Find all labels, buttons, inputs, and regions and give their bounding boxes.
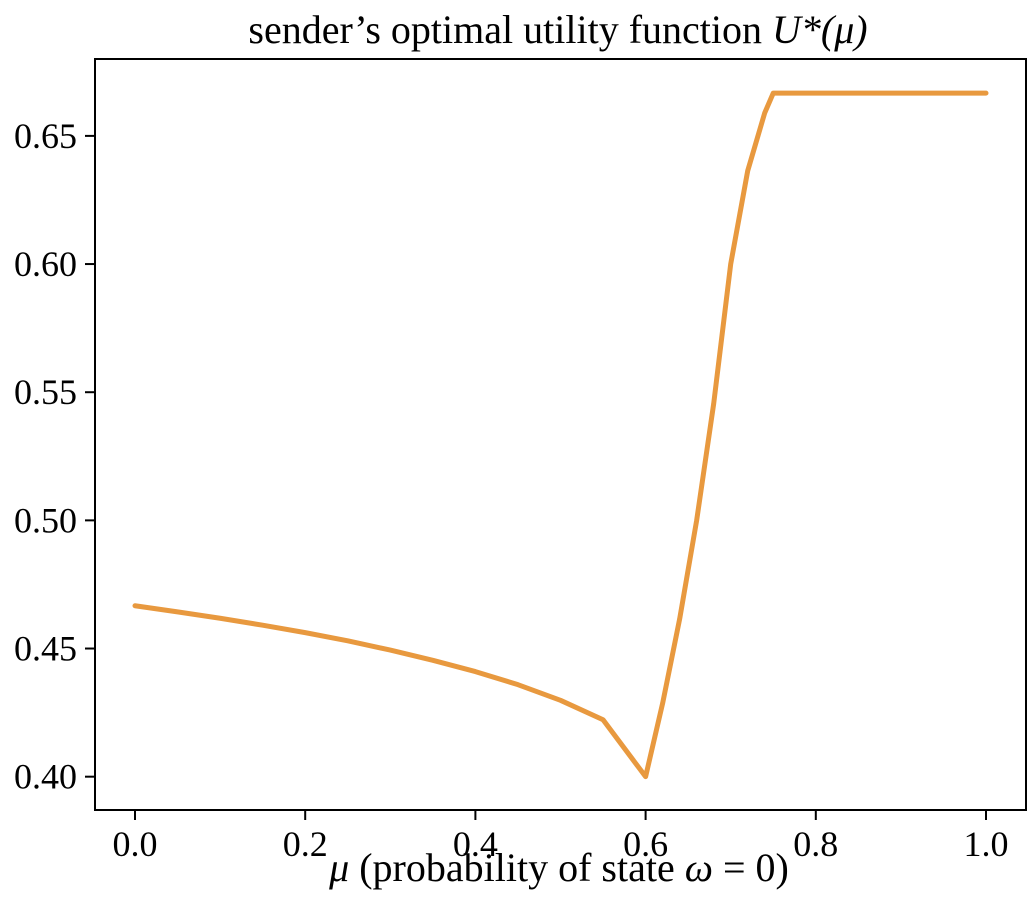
- y-tick-label: 0.50: [14, 500, 77, 540]
- series-layer: [132, 90, 989, 780]
- y-tick-label: 0.60: [14, 244, 77, 284]
- x-axis-label: μ (probability of state ω = 0): [328, 845, 789, 890]
- x-axis: 0.0 0.2 0.4 0.6 0.8 1.0: [112, 810, 1009, 864]
- y-tick-label: 0.65: [14, 116, 77, 156]
- chart-title: sender’s optimal utility function U*(μ): [248, 7, 867, 52]
- x-tick-label: 0.4: [453, 824, 498, 864]
- y-tick-label: 0.40: [14, 757, 77, 797]
- series-line: [132, 90, 989, 780]
- x-tick-label: 0.0: [112, 824, 157, 864]
- y-tick-label: 0.45: [14, 629, 77, 669]
- y-axis: 0.40 0.45 0.50 0.55 0.60 0.65: [14, 116, 95, 797]
- x-tick-label: 0.6: [623, 824, 668, 864]
- x-tick-label: 0.8: [793, 824, 838, 864]
- x-tick-label: 1.0: [964, 824, 1009, 864]
- plot-frame: [94, 58, 1027, 811]
- x-tick-label: 0.2: [283, 824, 328, 864]
- y-tick-label: 0.55: [14, 372, 77, 412]
